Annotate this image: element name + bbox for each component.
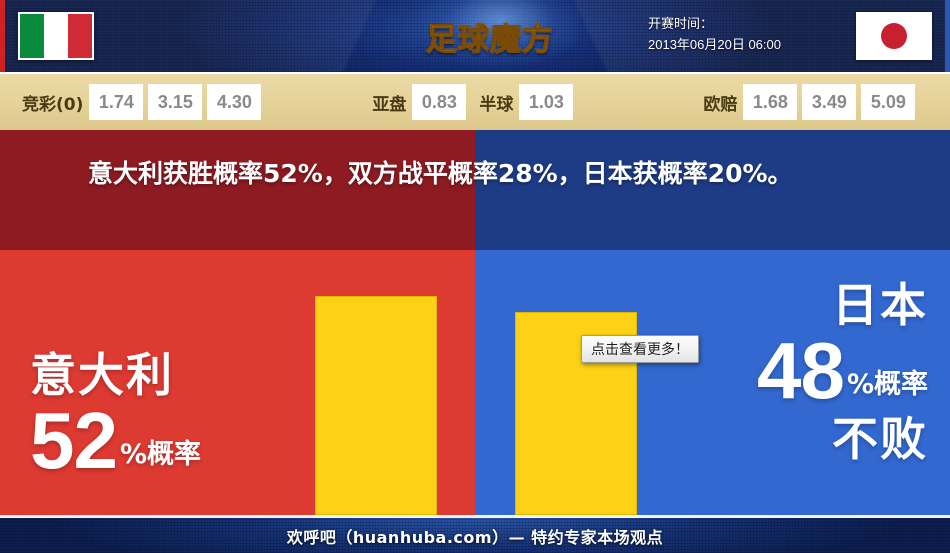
- kickoff-value: 2013年06月20日 06:00: [648, 37, 781, 52]
- home-probability-suffix: %概率: [119, 438, 202, 470]
- odds-jingcai-draw[interactable]: 3.15: [148, 84, 203, 120]
- odds-group-jingcai: 竞彩(0) 1.74 3.15 4.30: [22, 84, 262, 120]
- site-logo-text: 足球魔方: [426, 14, 554, 59]
- odds-oupei-home[interactable]: 1.68: [743, 84, 798, 120]
- away-team-name: 日本: [832, 278, 928, 332]
- site-logo[interactable]: 足球魔方: [400, 0, 580, 72]
- home-headline-band: [0, 130, 475, 250]
- odds-yapan-value[interactable]: 0.83: [412, 84, 467, 120]
- japan-flag-circle: [881, 23, 907, 49]
- odds-jingcai-home[interactable]: 1.74: [89, 84, 144, 120]
- header-bar: 足球魔方 开赛时间： 2013年06月20日 06:00: [0, 0, 950, 72]
- odds-label-yapan: 亚盘: [372, 94, 407, 115]
- away-probability-suffix: %概率: [846, 368, 928, 400]
- kickoff-time: 开赛时间： 2013年06月20日 06:00: [648, 13, 838, 55]
- click-for-more-tooltip[interactable]: 点击查看更多！: [581, 335, 699, 363]
- odds-label-banqiu: 半球: [479, 94, 514, 115]
- home-stat-numline: 52 %概率: [30, 396, 202, 485]
- odds-oupei-away[interactable]: 5.09: [861, 84, 916, 120]
- away-probability-number: 48: [756, 326, 845, 415]
- home-team-name: 意大利: [30, 348, 174, 402]
- away-headline-band: [475, 130, 950, 250]
- odds-oupei-draw[interactable]: 3.49: [802, 84, 857, 120]
- odds-banqiu-value[interactable]: 1.03: [519, 84, 574, 120]
- away-stat-numline: 48 %概率: [756, 326, 928, 415]
- away-stat-block: 日本 48 %概率 不败: [757, 282, 928, 462]
- home-probability-bar[interactable]: [315, 296, 437, 515]
- italy-flag-icon: [18, 12, 94, 60]
- odds-label-jingcai: 竞彩(0): [22, 94, 84, 115]
- away-outcome-label: 不败: [832, 411, 928, 466]
- home-probability-number: 52: [30, 396, 118, 485]
- odds-bar: 竞彩(0) 1.74 3.15 4.30 亚盘 0.83 半球 1.03 欧赔 …: [0, 72, 950, 130]
- home-stat-block: 意大利 52 %概率: [30, 348, 202, 485]
- odds-label-oupei: 欧赔: [703, 94, 738, 115]
- odds-jingcai-away[interactable]: 4.30: [207, 84, 262, 120]
- header-left-edge: [0, 0, 5, 72]
- footer-bar: 欢呼吧（huanhuba.com）— 特约专家本场观点: [0, 515, 950, 553]
- header-right-edge: [945, 0, 950, 72]
- japan-flag-icon: [856, 12, 932, 60]
- odds-group-yapan: 亚盘 0.83 半球 1.03: [372, 84, 574, 120]
- footer-text: 欢呼吧（huanhuba.com）— 特约专家本场观点: [286, 527, 664, 547]
- kickoff-label: 开赛时间：: [648, 16, 714, 31]
- odds-group-oupei: 欧赔 1.68 3.49 5.09: [703, 84, 916, 120]
